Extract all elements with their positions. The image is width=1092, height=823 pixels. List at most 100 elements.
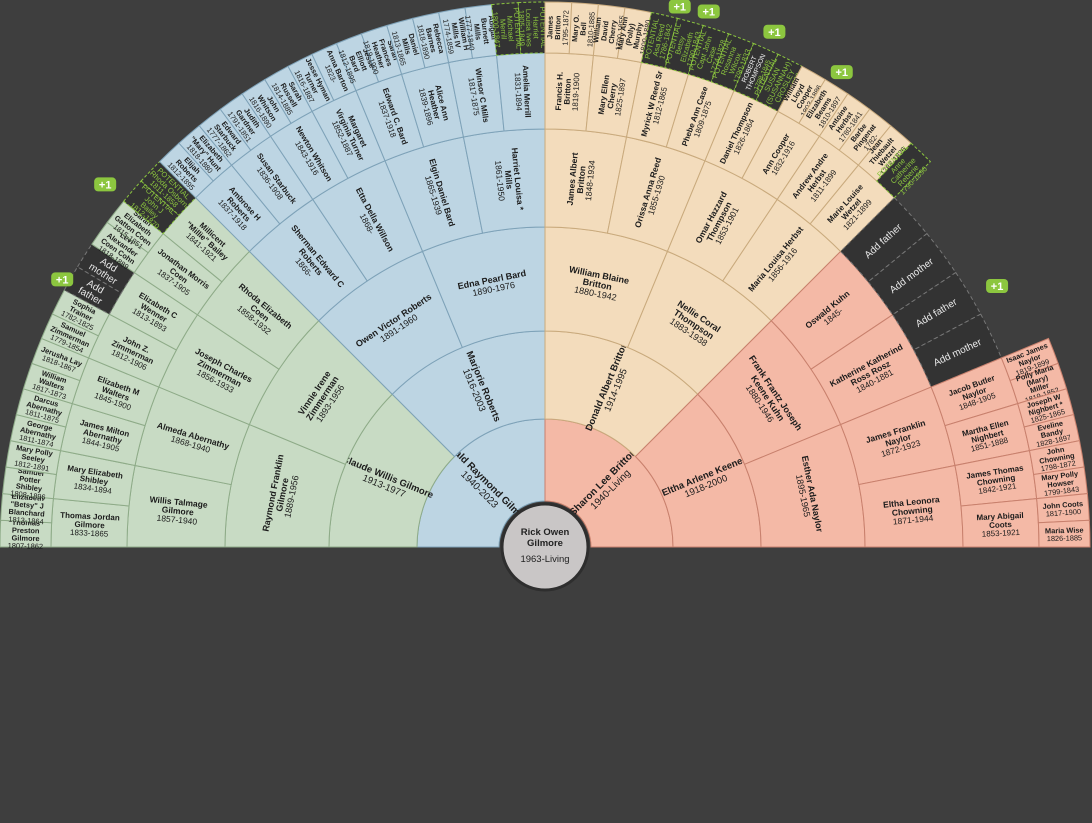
ancestor-label: James ThomasChowning1842-1921 — [966, 463, 1028, 497]
ancestor-segment[interactable]: Omar HazzardThompson1853-1901 — [666, 160, 778, 282]
ancestor-segment[interactable]: JohnChowning1798-1872 — [1028, 440, 1085, 476]
ancestor-segment[interactable]: Mary ElizabethShibley1834-1894 — [52, 450, 136, 507]
ancestor-label: ThomasPrestonGilmore1807-1862 — [8, 518, 44, 551]
ancestor-segment[interactable]: Jerusha Lay1818-1867 — [31, 337, 90, 382]
ancestor-segment[interactable]: Elgin Daniel Bard1865-1939 — [384, 136, 484, 253]
ancestor-segment[interactable]: Andrew AndreHerbst1811-1899 — [776, 135, 860, 225]
badge-shape[interactable] — [94, 177, 117, 192]
ancestor-segment[interactable]: DarcusAbernathy1811-1875 — [15, 388, 73, 428]
ancestor-segment[interactable]: Vinnie IreneZimmerman1893-1956 — [248, 320, 393, 465]
more-ancestors-badge[interactable]: +1 — [830, 65, 853, 80]
ancestor-segment[interactable]: Daniel Thompson1826-1864 — [704, 89, 779, 180]
ancestor-segment[interactable]: Mary O.Bell1810-1885 — [568, 2, 599, 56]
ancestor-segment[interactable]: Alice AnnHeather1839-1896 — [400, 61, 465, 148]
ancestor-segment[interactable]: James ThomasChowning1842-1921 — [954, 450, 1038, 507]
ancestor-segment[interactable]: JesseElliottBard1812-1895 — [335, 33, 380, 92]
ancestor-segment[interactable]: Jacob ButlerNaylor1848-1905 — [930, 357, 1019, 427]
add-ancestor-slot[interactable]: Add mother — [912, 313, 1003, 388]
badge-shape[interactable] — [830, 65, 853, 80]
ancestor-segment[interactable]: MargaretVirginia Turner1852-1887 — [311, 89, 386, 180]
badge-shape[interactable] — [697, 4, 720, 19]
ancestor-label: POTENTIALHarrietLouisa Ives1805-1849 — [517, 6, 548, 48]
ancestor-segment[interactable]: Joseph CharlesZimmerman1856-1933 — [158, 314, 280, 426]
add-ancestor-slot[interactable]: Add father — [891, 271, 982, 351]
ancestor-segment[interactable]: John Z.Zimmerman1812-1906 — [87, 313, 178, 388]
ancestor-segment[interactable]: Thomas JordanGilmore1833-1865 — [50, 498, 130, 548]
ancestor-segment[interactable]: Elizabeth"Betsy" JBlanchard1813-1864 — [0, 491, 54, 526]
more-ancestors-badge[interactable]: +1 — [668, 0, 691, 14]
ancestor-segment[interactable]: Orissa Anna Reed1855-1930 — [606, 136, 706, 253]
add-ancestor-slot[interactable]: Add father — [839, 196, 928, 283]
ancestor-segment[interactable]: Etta Della Willson1868- — [312, 160, 424, 282]
ancestor-segment[interactable]: Sherman Edward CRoberts1866- — [248, 198, 368, 322]
ancestor-label: ROBERTTHOMPSON1798-1845 — [739, 50, 774, 95]
ancestor-segment[interactable]: Newton Whitson1843-1916 — [269, 110, 349, 201]
ancestor-segment[interactable]: WilliamLloydCooper1803-1886 — [777, 65, 826, 124]
badge-shape[interactable] — [668, 0, 691, 14]
ancestor-segment[interactable]: Joseph WNighbert *1825-1865 — [1017, 388, 1075, 428]
ancestor-segment[interactable]: Edward C. Bard1837-1918 — [355, 73, 425, 162]
ancestor-segment[interactable]: Willis TalmageGilmore1857-1940 — [126, 464, 232, 548]
ancestor-segment[interactable]: Millicent"Millie" Bailey1841-1921 — [162, 196, 251, 283]
more-ancestors-badge[interactable]: +1 — [986, 279, 1009, 293]
ancestor-segment[interactable]: Winsor C Mills1817-1875 — [448, 54, 505, 138]
ancestor-segment[interactable]: Mary EllenCherry1825-1897 — [585, 54, 642, 138]
ancestor-segment[interactable]: James FranklinNaylor1872-1923 — [839, 386, 956, 486]
segment-shape[interactable] — [912, 313, 1003, 388]
ancestor-segment[interactable]: Frank Frantz JosephKeene Kuhn1880-1946 — [697, 320, 842, 465]
root-circle[interactable] — [500, 502, 590, 592]
root-person[interactable]: Rick Owen Gilmore 1963-Living — [500, 502, 590, 592]
ancestor-segment[interactable]: POTENTIALRosannaWilcox1790-1833 — [710, 33, 755, 92]
ancestor-segment[interactable]: JamesBritton1795-1872 — [544, 1, 573, 55]
ancestor-segment[interactable]: Mary AbigailCoots1853-1921 — [960, 498, 1040, 548]
ancestor-segment[interactable]: Maria Louisa Herbst1856-1916 — [722, 198, 842, 322]
ancestor-segment[interactable]: James MiltonAbernathy1844-1905 — [59, 402, 146, 467]
ancestor-segment[interactable]: Esther Ada Naylor1895-1965 — [743, 423, 866, 548]
ancestor-segment[interactable]: DanielMills1813-1865 — [386, 17, 426, 75]
ancestor-segment[interactable]: ThomasPrestonGilmore1807-1862 — [0, 518, 53, 551]
ancestor-segment[interactable]: Katherine KatherindRoss Rosz1840-1881 — [810, 314, 932, 426]
ancestor-segment[interactable]: Harriet Louisa *Mills1861-1950 — [462, 128, 546, 234]
segment-shape[interactable] — [891, 271, 982, 351]
ancestor-segment[interactable]: John Coots1817-1900 — [1036, 493, 1090, 524]
ancestor-segment[interactable]: Owen Victor Roberts1891-1960 — [318, 250, 463, 395]
ancestor-segment[interactable]: Mary PollyHowser1799-1843 — [1033, 466, 1088, 500]
more-ancestors-badge[interactable]: +1 — [763, 24, 786, 39]
ancestor-segment[interactable]: ElijahRoberts1812-1895 — [158, 142, 214, 199]
ancestor-segment[interactable]: Francis H.Britton1819-1900 — [544, 52, 594, 132]
ancestor-segment[interactable]: Eltha Arlene Keene1918-2000 — [634, 393, 762, 548]
segment-shape[interactable] — [981, 290, 1038, 336]
ancestor-segment[interactable]: Ann Cooper1832-1916 — [741, 110, 821, 201]
ancestor-segment[interactable]: POTENTIALHarrietLouisa Ives1805-1849 — [517, 1, 548, 55]
ancestor-segment[interactable]: Ambrose HRoberts1837-1918 — [194, 164, 281, 253]
ancestor-segment[interactable]: Marjorie Roberts1916-2003 — [391, 330, 546, 458]
segment-shape[interactable] — [876, 142, 932, 199]
ancestor-segment[interactable]: Edna Pearl Bard1890-1976 — [421, 226, 546, 349]
ancestor-segment[interactable]: Rhoda ElizabethCoen1858-1932 — [196, 250, 320, 370]
badge-shape[interactable] — [763, 24, 786, 39]
ancestor-segment[interactable]: Sharon Lee Britton1940-Living — [544, 418, 674, 548]
more-ancestors-badge[interactable]: +1 — [697, 4, 720, 19]
ancestor-segment[interactable]: Almeda Abernathy1868-1940 — [134, 386, 251, 486]
ancestor-segment[interactable]: Oswald Kuhn1845- — [770, 250, 894, 370]
badge-shape[interactable] — [986, 279, 1009, 293]
more-ancestors-badges: +1+1+1+1+1+1+1+1+1 — [51, 0, 1009, 293]
more-ancestors-badge[interactable]: +1 — [94, 177, 117, 192]
ancestor-label: James AlbertBritton1848-1934 — [565, 152, 598, 208]
segment-shape[interactable] — [1037, 519, 1091, 548]
ancestor-segment[interactable]: Amelia Merrill1831-1894 — [496, 52, 546, 132]
ancestor-label: Mary EllenCherry1825-1897 — [597, 74, 628, 117]
add-ancestor-slot[interactable]: Add mother — [867, 232, 957, 316]
ancestor-segment[interactable]: Eltha LeonoraChowning1871-1944 — [858, 464, 964, 548]
ancestor-segment[interactable]: Raymond FranklinGilmore1889-1956 — [224, 423, 347, 548]
badge-shape[interactable] — [51, 272, 74, 287]
segment-shape[interactable] — [867, 232, 957, 316]
more-ancestors-badge[interactable]: +1 — [51, 272, 74, 287]
ancestor-segment[interactable]: Maria Wise1826-1885 — [1037, 519, 1091, 548]
ancestor-segment[interactable]: Martha EllenNighbert1851-1888 — [944, 402, 1031, 467]
ancestor-label: Mary O.Bell1810-1885 — [570, 10, 597, 47]
segment-shape[interactable] — [839, 196, 928, 283]
ancestor-segment[interactable]: Nellie CoralThompson1883-1938 — [627, 250, 772, 395]
ancestor-segment[interactable]: EvelineBandy1828-1897 — [1023, 413, 1081, 452]
ancestor-segment[interactable]: ROBERTTHOMPSON1798-1845 — [733, 42, 779, 102]
